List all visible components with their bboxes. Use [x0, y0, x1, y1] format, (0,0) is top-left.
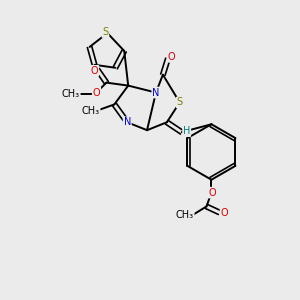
Text: O: O: [220, 208, 228, 218]
Text: N: N: [152, 88, 160, 98]
Text: O: O: [208, 188, 216, 198]
Text: CH₃: CH₃: [62, 88, 80, 98]
Text: CH₃: CH₃: [82, 106, 100, 116]
Text: O: O: [168, 52, 176, 62]
Text: S: S: [177, 98, 183, 107]
Text: CH₃: CH₃: [176, 210, 194, 220]
Text: N: N: [124, 117, 131, 127]
Text: S: S: [102, 27, 109, 37]
Text: O: O: [93, 88, 100, 98]
Text: O: O: [91, 66, 98, 76]
Text: H: H: [183, 126, 190, 136]
